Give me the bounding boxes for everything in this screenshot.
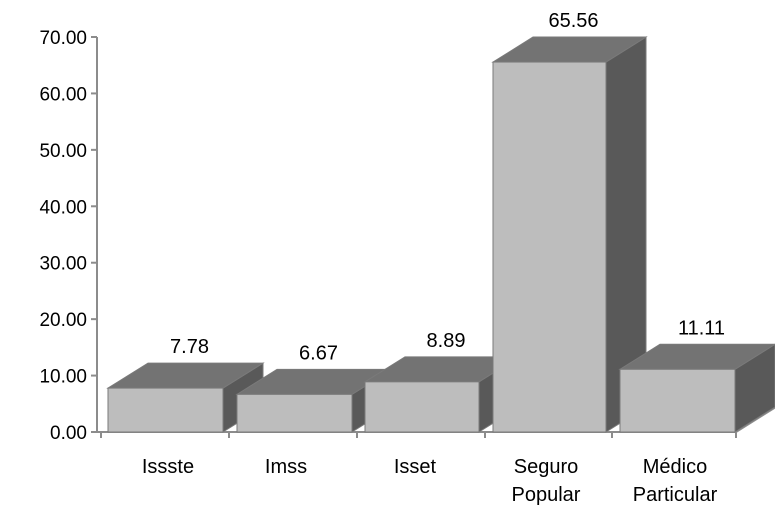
data-label: 7.78 <box>170 336 209 358</box>
bars-layer <box>106 36 775 433</box>
bar-front-face <box>619 368 736 433</box>
bar <box>491 36 648 433</box>
category-label: Popular <box>512 484 581 506</box>
y-tick-label: 50.00 <box>39 141 87 162</box>
y-tick-label: 0.00 <box>50 423 87 444</box>
y-tick-label: 10.00 <box>39 367 87 388</box>
data-label: 8.89 <box>427 330 466 352</box>
x-axis-depth-line <box>735 406 775 433</box>
bar-front-face <box>236 393 353 433</box>
data-label: 11.11 <box>678 317 725 339</box>
bar-front-face <box>492 61 607 433</box>
labels-layer: 7.78 Issste 6.67 Imss 8.89 Isset 65.56 Seguro Po… <box>142 10 725 506</box>
y-tick-label: 40.00 <box>39 197 87 218</box>
y-tick-label: 30.00 <box>39 254 87 275</box>
category-label: Particular <box>633 484 718 506</box>
bar-front-face <box>107 387 224 433</box>
y-tick-label: 70.00 <box>39 28 87 49</box>
category-label: Médico <box>643 456 707 478</box>
category-label: Issste <box>142 456 194 478</box>
data-label: 65.56 <box>548 10 598 32</box>
category-label: Seguro <box>514 456 579 478</box>
y-tick-label: 60.00 <box>39 84 87 105</box>
category-label: Isset <box>394 456 437 478</box>
bar <box>618 343 775 433</box>
data-label: 6.67 <box>299 342 338 364</box>
category-label: Imss <box>265 456 307 478</box>
bar-front-face <box>364 381 480 433</box>
y-tick-label: 20.00 <box>39 310 87 331</box>
